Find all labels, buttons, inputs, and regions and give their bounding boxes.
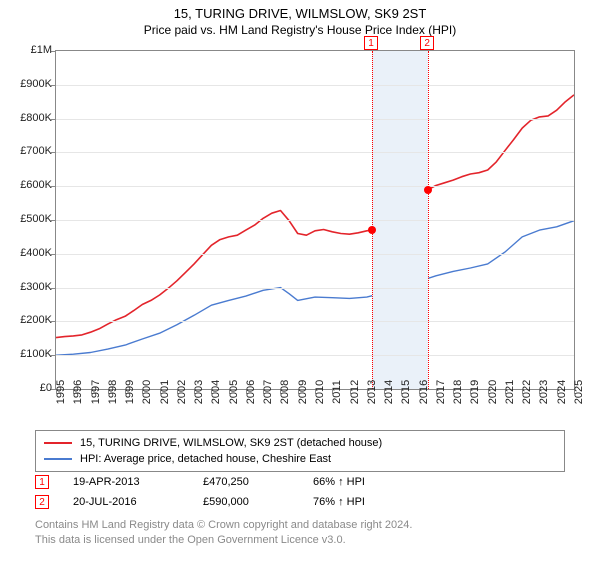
xtick-label: 2000: [141, 380, 153, 404]
sale-relative: 66% ↑ HPI: [313, 476, 433, 488]
xtick-label: 2023: [538, 380, 550, 404]
footnote: Contains HM Land Registry data © Crown c…: [35, 518, 575, 548]
sale-row: 2 20-JUL-2016£590,00076% ↑ HPI: [35, 492, 575, 512]
xtick-label: 2002: [176, 380, 188, 404]
footnote-line2: This data is licensed under the Open Gov…: [35, 534, 346, 546]
plot-area: [55, 50, 575, 390]
ytick-label: £600K: [20, 179, 52, 191]
gridline-h: [56, 152, 574, 153]
legend-row: 15, TURING DRIVE, WILMSLOW, SK9 2ST (det…: [44, 435, 556, 451]
xtick-label: 2019: [469, 380, 481, 404]
footnote-line1: Contains HM Land Registry data © Crown c…: [35, 519, 412, 531]
legend-swatch: [44, 458, 72, 460]
xtick-label: 2009: [297, 380, 309, 404]
legend-label: HPI: Average price, detached house, Ches…: [80, 453, 331, 465]
legend-swatch: [44, 442, 72, 444]
ytick-label: £700K: [20, 145, 52, 157]
ytick-label: £800K: [20, 112, 52, 124]
xtick-label: 2014: [383, 380, 395, 404]
xtick-label: 2018: [452, 380, 464, 404]
xtick-label: 2024: [556, 380, 568, 404]
xtick-label: 2025: [573, 380, 585, 404]
xtick-label: 2020: [487, 380, 499, 404]
ytick-label: £400K: [20, 247, 52, 259]
xtick-label: 2022: [521, 380, 533, 404]
xtick-label: 2003: [193, 380, 205, 404]
sale-marker: 1: [35, 475, 49, 489]
xtick-label: 2005: [228, 380, 240, 404]
sales-table: 1 19-APR-2013£470,25066% ↑ HPI 2 20-JUL-201…: [35, 472, 575, 512]
gridline-h: [56, 186, 574, 187]
xtick-label: 1995: [55, 380, 67, 404]
gridline-h: [56, 254, 574, 255]
ytick-label: £300K: [20, 281, 52, 293]
ytick-label: £500K: [20, 213, 52, 225]
gridline-h: [56, 288, 574, 289]
ytick-label: £0: [40, 382, 52, 394]
chart-subtitle: Price paid vs. HM Land Registry's House …: [0, 23, 600, 37]
sale-dot: [424, 186, 432, 194]
sale-row: 1 19-APR-2013£470,25066% ↑ HPI: [35, 472, 575, 492]
sale-relative: 76% ↑ HPI: [313, 496, 433, 508]
xtick-label: 2016: [418, 380, 430, 404]
xtick-label: 2012: [349, 380, 361, 404]
xtick-label: 1999: [124, 380, 136, 404]
xtick-label: 2015: [400, 380, 412, 404]
ytick-label: £1M: [31, 44, 52, 56]
xtick-label: 2013: [366, 380, 378, 404]
ytick-label: £100K: [20, 348, 52, 360]
series-line: [56, 95, 574, 338]
chart-container: 15, TURING DRIVE, WILMSLOW, SK9 2ST Pric…: [0, 6, 600, 566]
xtick-label: 2017: [435, 380, 447, 404]
event-marker: 1: [364, 36, 378, 50]
xtick-label: 2010: [314, 380, 326, 404]
event-marker: 2: [420, 36, 434, 50]
sale-dot: [368, 226, 376, 234]
xtick-label: 2008: [279, 380, 291, 404]
gridline-h: [56, 220, 574, 221]
sale-date: 19-APR-2013: [73, 476, 203, 488]
legend-row: HPI: Average price, detached house, Ches…: [44, 451, 556, 467]
xtick-label: 2007: [262, 380, 274, 404]
sale-marker: 2: [35, 495, 49, 509]
sale-price: £470,250: [203, 476, 313, 488]
ytick-label: £200K: [20, 314, 52, 326]
sale-date: 20-JUL-2016: [73, 496, 203, 508]
gridline-h: [56, 321, 574, 322]
xtick-label: 2011: [331, 380, 343, 404]
xtick-label: 2006: [245, 380, 257, 404]
xtick-label: 2021: [504, 380, 516, 404]
xtick-label: 2004: [210, 380, 222, 404]
event-line: [428, 51, 429, 389]
xtick-label: 2001: [159, 380, 171, 404]
gridline-h: [56, 355, 574, 356]
xtick-label: 1996: [72, 380, 84, 404]
event-line: [372, 51, 373, 389]
legend-label: 15, TURING DRIVE, WILMSLOW, SK9 2ST (det…: [80, 437, 382, 449]
sale-price: £590,000: [203, 496, 313, 508]
gridline-h: [56, 85, 574, 86]
ytick-label: £900K: [20, 78, 52, 90]
legend-box: 15, TURING DRIVE, WILMSLOW, SK9 2ST (det…: [35, 430, 565, 472]
gridline-h: [56, 119, 574, 120]
xtick-label: 1998: [107, 380, 119, 404]
chart-title: 15, TURING DRIVE, WILMSLOW, SK9 2ST: [0, 6, 600, 21]
xtick-label: 1997: [90, 380, 102, 404]
